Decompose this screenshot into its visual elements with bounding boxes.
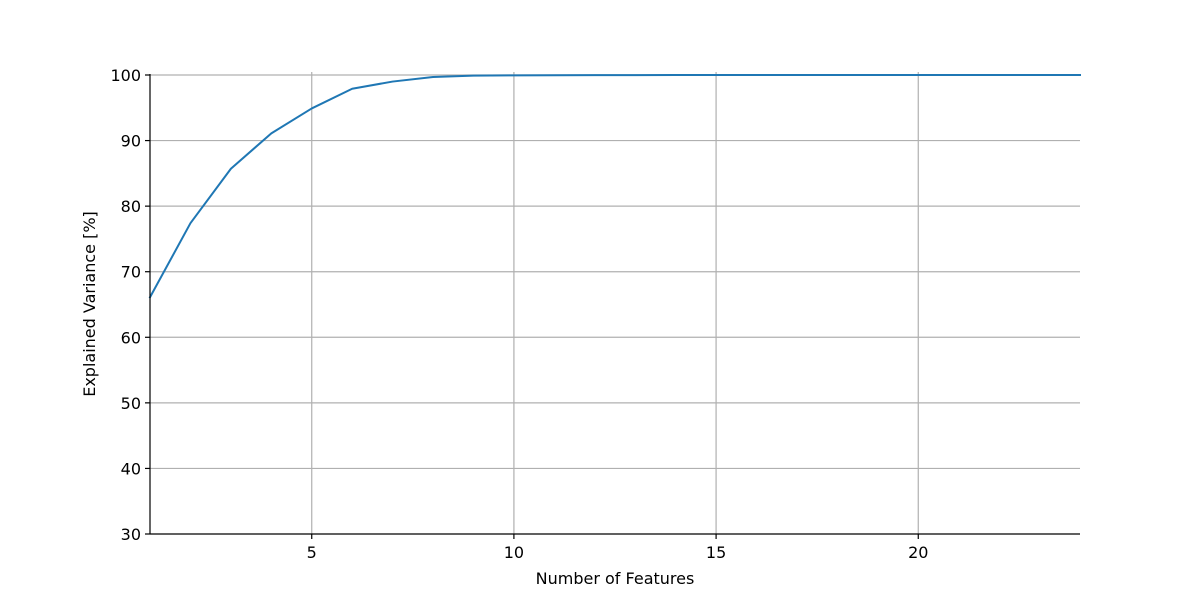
y-tick-label: 30 <box>121 525 141 544</box>
y-tick-label: 100 <box>110 66 141 85</box>
x-tick-label: 5 <box>307 543 317 562</box>
x-tick-label: 15 <box>706 543 726 562</box>
tick-labels: 30 40 50 60 70 80 90 100 5 10 15 20 <box>110 66 928 562</box>
x-tick-label: 20 <box>908 543 928 562</box>
y-tick-label: 60 <box>121 328 141 347</box>
series-layer <box>148 74 1081 299</box>
y-tick-label: 40 <box>121 459 141 478</box>
y-tick-label: 90 <box>121 132 141 151</box>
y-tick-label: 50 <box>121 394 141 413</box>
x-axis-title: Number of Features <box>536 569 695 588</box>
axes <box>149 74 1080 535</box>
x-tick-label: 10 <box>504 543 524 562</box>
series-line-0 <box>148 74 1081 299</box>
grid-lines <box>150 72 1080 534</box>
y-tick-label: 70 <box>121 263 141 282</box>
y-tick-label: 80 <box>121 197 141 216</box>
y-axis-title: Explained Variance [%] <box>80 211 99 397</box>
